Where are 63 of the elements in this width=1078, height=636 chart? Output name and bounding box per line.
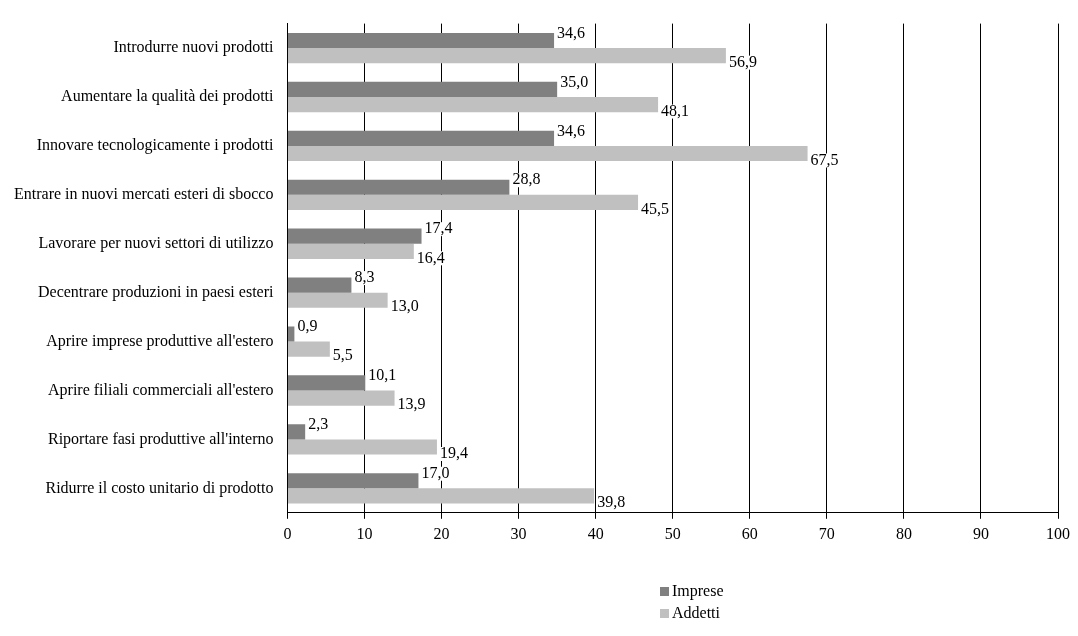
bar bbox=[287, 277, 352, 293]
x-tick-label: 40 bbox=[587, 524, 604, 542]
data-label: 0,9 bbox=[297, 317, 318, 335]
bar bbox=[287, 439, 437, 455]
data-label: 16,4 bbox=[416, 248, 445, 266]
y-tick-label: Innovare tecnologicamente i prodotti bbox=[36, 136, 275, 155]
bar bbox=[287, 194, 639, 210]
data-label: 17,4 bbox=[424, 219, 453, 237]
bar bbox=[287, 145, 808, 162]
y-tick-label: Decentrare produzioni in paesi esteri bbox=[38, 282, 275, 301]
data-label: 2,3 bbox=[308, 415, 329, 433]
x-tick-label: 90 bbox=[972, 524, 989, 542]
bar bbox=[287, 375, 366, 391]
bar bbox=[287, 81, 558, 97]
x-tick-label: 50 bbox=[664, 524, 681, 542]
data-label: 34,6 bbox=[557, 121, 586, 139]
bar bbox=[287, 326, 295, 342]
x-tick-label: 0 bbox=[283, 524, 292, 542]
data-label: 13,9 bbox=[397, 395, 426, 413]
y-tick-label: Entrare in nuovi mercati esteri di sbocco bbox=[13, 185, 274, 203]
data-label: 48,1 bbox=[661, 101, 690, 119]
bar bbox=[287, 179, 510, 195]
bar bbox=[287, 424, 306, 440]
bar bbox=[287, 228, 422, 244]
data-label: 5,5 bbox=[332, 346, 353, 364]
y-tick-label: Aumentare la qualità dei prodotti bbox=[61, 87, 275, 106]
bar bbox=[287, 488, 595, 504]
y-tick-label: Aprire filiali commerciali all'estero bbox=[48, 380, 274, 399]
data-label: 10,1 bbox=[368, 366, 397, 384]
legend-label: Imprese bbox=[672, 582, 724, 600]
data-label: 56,9 bbox=[728, 52, 757, 70]
data-label: 28,8 bbox=[512, 170, 541, 188]
bar bbox=[287, 341, 330, 357]
x-tick-label: 60 bbox=[741, 524, 758, 542]
bar bbox=[287, 473, 419, 489]
data-label: 39,8 bbox=[597, 493, 626, 511]
bar bbox=[287, 48, 726, 64]
x-tick-label: 30 bbox=[510, 524, 527, 542]
data-label: 13,0 bbox=[390, 297, 419, 315]
bar bbox=[287, 243, 414, 259]
data-label: 34,6 bbox=[557, 23, 586, 41]
y-tick-label: Aprire imprese produttive all'estero bbox=[46, 331, 274, 350]
bar bbox=[287, 390, 395, 406]
x-tick-label: 10 bbox=[356, 524, 373, 542]
bar bbox=[287, 130, 555, 146]
y-tick-label: Ridurre il costo unitario di prodotto bbox=[45, 478, 274, 497]
x-tick-label: 80 bbox=[895, 524, 912, 542]
x-tick-label: 20 bbox=[433, 524, 450, 542]
data-label: 19,4 bbox=[439, 444, 468, 462]
data-label: 45,5 bbox=[641, 199, 670, 217]
data-label: 17,0 bbox=[421, 463, 450, 481]
y-tick-label: Introdurre nuovi prodotti bbox=[113, 38, 275, 57]
y-tick-label: Lavorare per nuovi settori di utilizzo bbox=[38, 233, 274, 252]
y-tick-label: Riportare fasi produttive all'interno bbox=[47, 429, 274, 448]
legend-label: Addetti bbox=[672, 604, 720, 622]
x-tick-label: 70 bbox=[818, 524, 835, 542]
bar bbox=[287, 292, 388, 308]
bar bbox=[287, 96, 659, 113]
data-label: 35,0 bbox=[560, 72, 589, 90]
x-tick-label: 100 bbox=[1046, 524, 1070, 542]
data-label: 67,5 bbox=[810, 150, 839, 168]
bar bbox=[287, 32, 555, 49]
data-label: 8,3 bbox=[354, 268, 375, 286]
